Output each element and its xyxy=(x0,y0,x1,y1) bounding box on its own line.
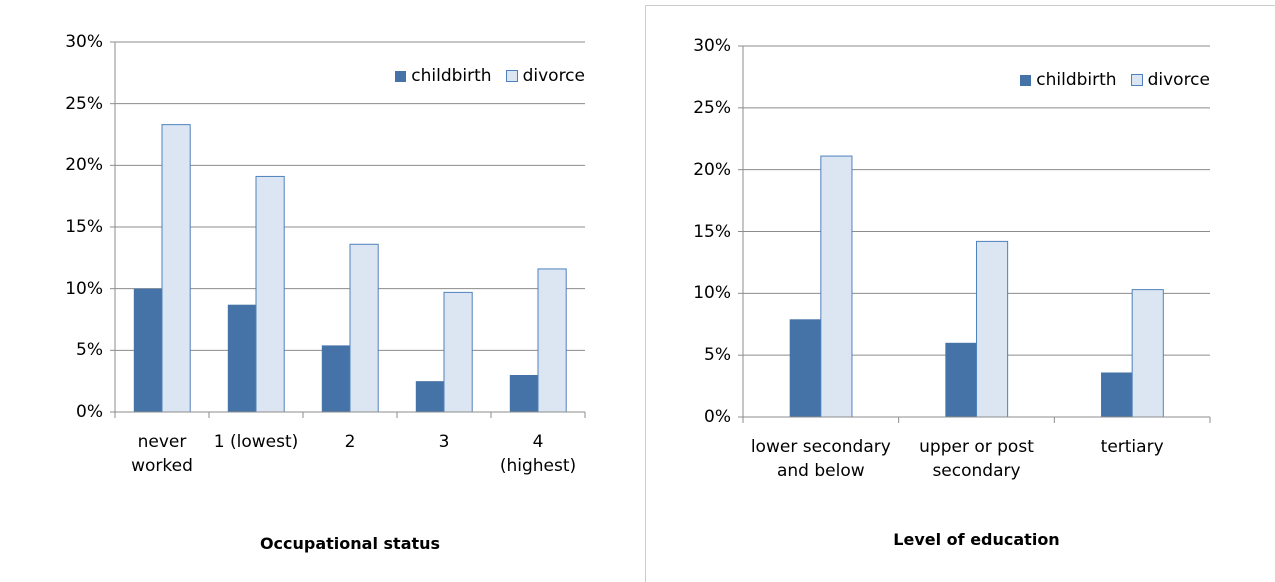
y-tick-label: 20% xyxy=(65,155,103,176)
x-axis-title: Level of education xyxy=(893,530,1060,549)
chart xyxy=(738,45,1211,423)
bar xyxy=(789,319,821,417)
legend-item: divorce xyxy=(505,66,585,86)
y-tick-label: 25% xyxy=(65,93,103,114)
bar xyxy=(161,124,191,413)
legend-label: divorce xyxy=(522,66,585,86)
bar xyxy=(321,345,350,412)
bar xyxy=(227,304,256,412)
bar xyxy=(509,375,538,412)
y-tick-label: 25% xyxy=(693,97,731,118)
chart xyxy=(110,41,586,418)
y-tick-label: 5% xyxy=(704,345,731,366)
legend-swatch xyxy=(395,71,407,82)
legend-item: childbirth xyxy=(395,66,492,86)
bar xyxy=(349,243,379,413)
legend-swatch xyxy=(505,70,518,82)
legend-label: childbirth xyxy=(411,66,492,86)
bar xyxy=(1131,289,1164,418)
x-tick-label: never worked xyxy=(131,432,193,476)
y-tick-label: 10% xyxy=(65,278,103,299)
x-tick-label: lower secondary and below xyxy=(750,437,891,481)
y-tick-label: 30% xyxy=(65,32,103,52)
bar xyxy=(255,175,285,413)
legend-swatch xyxy=(1130,74,1143,86)
y-tick-label: 30% xyxy=(693,36,731,56)
bar xyxy=(133,288,162,412)
bar xyxy=(443,291,473,413)
bar xyxy=(1101,372,1133,417)
y-tick-label: 20% xyxy=(693,159,731,180)
bar xyxy=(976,240,1009,418)
chart-panel: 0% 5% 10% 15% 20% 25% 30% lower secondary and b… xyxy=(645,5,1275,582)
legend: childbirth divorce xyxy=(395,66,585,86)
x-tick-label: 1 (lowest) xyxy=(213,432,299,452)
y-tick-label: 5% xyxy=(76,340,103,361)
x-tick-label: 2 xyxy=(344,432,356,452)
legend: childbirth divorce xyxy=(1020,70,1210,90)
legend-label: divorce xyxy=(1147,70,1210,90)
x-tick-label: tertiary xyxy=(1100,437,1164,457)
y-tick-label: 15% xyxy=(693,221,731,242)
bar xyxy=(945,342,977,417)
bar xyxy=(415,381,444,412)
bar xyxy=(537,268,567,413)
legend-swatch xyxy=(1020,75,1032,86)
legend-item: childbirth xyxy=(1020,70,1117,90)
x-tick-label: upper or post secondary xyxy=(919,437,1034,481)
bar xyxy=(820,155,853,418)
y-tick-label: 0% xyxy=(76,402,103,422)
y-tick-label: 10% xyxy=(693,283,731,304)
x-tick-label: 4 (highest) xyxy=(499,432,577,476)
legend-label: childbirth xyxy=(1036,70,1117,90)
x-axis-title: Occupational status xyxy=(259,534,441,553)
y-tick-label: 15% xyxy=(65,217,103,237)
y-tick-label: 0% xyxy=(704,407,731,427)
x-tick-label: 3 xyxy=(438,432,450,452)
chart-panel: 0% 5% 10% 15% 20% 25% 30% never worked 1 (lowest… xyxy=(65,32,586,553)
legend-item: divorce xyxy=(1130,70,1210,90)
